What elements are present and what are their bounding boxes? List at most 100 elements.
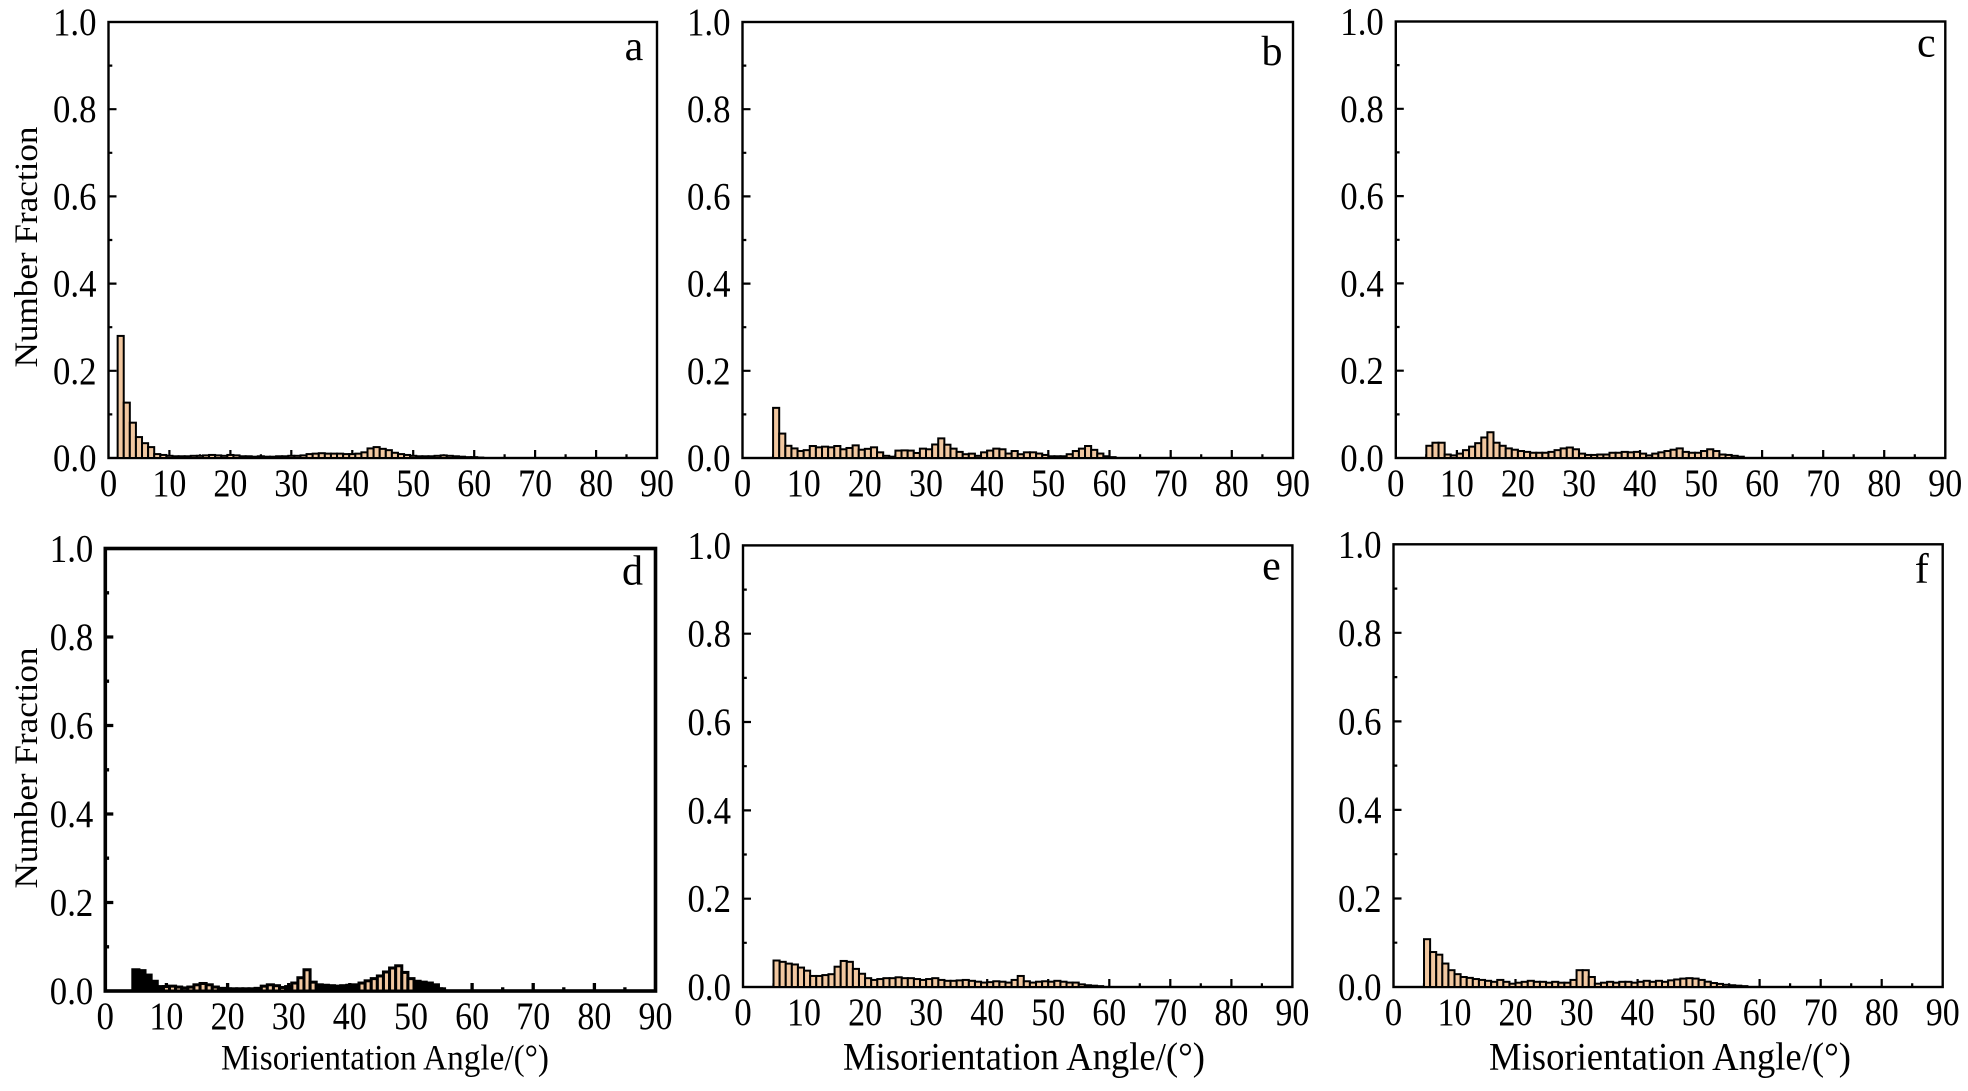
svg-text:0: 0: [1387, 462, 1405, 505]
svg-text:20: 20: [211, 995, 245, 1038]
svg-text:80: 80: [1215, 462, 1249, 505]
svg-text:20: 20: [1499, 991, 1533, 1034]
svg-text:1.0: 1.0: [687, 1, 731, 44]
svg-text:90: 90: [640, 462, 674, 505]
svg-text:40: 40: [1623, 462, 1657, 505]
svg-text:0.6: 0.6: [687, 175, 731, 218]
svg-text:0.8: 0.8: [1340, 88, 1384, 131]
svg-text:0.4: 0.4: [53, 263, 97, 306]
svg-text:70: 70: [1806, 462, 1840, 505]
svg-text:70: 70: [1154, 462, 1188, 505]
svg-text:20: 20: [848, 462, 882, 505]
svg-text:60: 60: [1743, 991, 1777, 1034]
svg-text:10: 10: [1438, 991, 1472, 1034]
svg-text:0: 0: [97, 995, 115, 1038]
svg-text:30: 30: [909, 991, 943, 1034]
svg-text:0.4: 0.4: [50, 793, 94, 836]
svg-text:0.2: 0.2: [688, 878, 732, 921]
svg-text:0: 0: [734, 462, 752, 505]
svg-text:50: 50: [394, 995, 428, 1038]
svg-text:30: 30: [272, 995, 306, 1038]
svg-text:0.8: 0.8: [53, 88, 97, 131]
svg-text:1.0: 1.0: [53, 1, 97, 44]
svg-text:0.4: 0.4: [688, 789, 732, 832]
svg-text:b: b: [1262, 29, 1283, 75]
svg-text:0.0: 0.0: [50, 970, 94, 1013]
svg-text:30: 30: [909, 462, 943, 505]
svg-text:90: 90: [639, 995, 673, 1038]
svg-text:60: 60: [1092, 991, 1126, 1034]
svg-text:40: 40: [1621, 991, 1655, 1034]
svg-text:0.6: 0.6: [50, 705, 94, 748]
svg-text:70: 70: [516, 995, 550, 1038]
svg-text:1.0: 1.0: [50, 528, 94, 571]
svg-text:80: 80: [1214, 991, 1248, 1034]
svg-text:80: 80: [577, 995, 611, 1038]
svg-text:0.6: 0.6: [1338, 700, 1382, 743]
svg-text:30: 30: [1562, 462, 1596, 505]
svg-text:0.0: 0.0: [687, 437, 731, 480]
svg-text:0.6: 0.6: [53, 175, 97, 218]
svg-text:10: 10: [149, 995, 183, 1038]
svg-text:0.4: 0.4: [1338, 789, 1382, 832]
svg-text:60: 60: [1745, 462, 1779, 505]
svg-text:90: 90: [1926, 991, 1960, 1034]
svg-text:90: 90: [1928, 462, 1962, 505]
svg-text:80: 80: [1867, 462, 1901, 505]
svg-text:80: 80: [579, 462, 613, 505]
svg-text:20: 20: [213, 462, 247, 505]
svg-text:0: 0: [1385, 991, 1403, 1034]
svg-text:10: 10: [787, 462, 821, 505]
svg-text:1.0: 1.0: [688, 524, 732, 567]
svg-text:20: 20: [1501, 462, 1535, 505]
svg-text:Misorientation Angle/(°): Misorientation Angle/(°): [843, 1036, 1205, 1079]
svg-text:c: c: [1917, 21, 1936, 67]
svg-text:20: 20: [848, 991, 882, 1034]
svg-text:10: 10: [152, 462, 186, 505]
svg-text:Misorientation Angle/(°): Misorientation Angle/(°): [1489, 1036, 1851, 1079]
svg-text:0.0: 0.0: [53, 437, 97, 480]
svg-text:0.8: 0.8: [688, 613, 732, 656]
svg-text:40: 40: [333, 995, 367, 1038]
svg-text:0.4: 0.4: [687, 263, 731, 306]
svg-text:e: e: [1262, 543, 1281, 589]
svg-text:d: d: [622, 549, 643, 595]
svg-text:Misorientation Angle/(°): Misorientation Angle/(°): [221, 1037, 549, 1077]
svg-text:50: 50: [1031, 991, 1065, 1034]
svg-text:0.6: 0.6: [1340, 175, 1384, 218]
svg-text:0.2: 0.2: [1338, 878, 1382, 921]
svg-text:0.6: 0.6: [688, 701, 732, 744]
svg-text:0.2: 0.2: [50, 882, 94, 925]
svg-text:0.0: 0.0: [1338, 966, 1382, 1009]
svg-text:40: 40: [970, 991, 1004, 1034]
svg-text:60: 60: [457, 462, 491, 505]
svg-text:90: 90: [1275, 991, 1309, 1034]
svg-text:70: 70: [1804, 991, 1838, 1034]
svg-text:0.8: 0.8: [1338, 612, 1382, 655]
svg-text:50: 50: [1684, 462, 1718, 505]
svg-text:60: 60: [455, 995, 489, 1038]
svg-text:50: 50: [1031, 462, 1065, 505]
svg-text:0.2: 0.2: [1340, 350, 1384, 393]
svg-text:0.2: 0.2: [687, 350, 731, 393]
svg-text:1.0: 1.0: [1338, 523, 1382, 566]
svg-text:Number Fraction: Number Fraction: [9, 648, 45, 889]
svg-text:0: 0: [734, 991, 752, 1034]
svg-text:70: 70: [518, 462, 552, 505]
svg-text:0.8: 0.8: [687, 88, 731, 131]
svg-text:50: 50: [396, 462, 430, 505]
svg-text:60: 60: [1093, 462, 1127, 505]
svg-text:30: 30: [1560, 991, 1594, 1034]
svg-text:Number Fraction: Number Fraction: [9, 127, 45, 368]
svg-text:40: 40: [970, 462, 1004, 505]
svg-text:90: 90: [1276, 462, 1310, 505]
svg-text:50: 50: [1682, 991, 1716, 1034]
svg-text:a: a: [625, 24, 644, 70]
svg-text:0.0: 0.0: [1340, 437, 1384, 480]
svg-text:80: 80: [1865, 991, 1899, 1034]
svg-text:1.0: 1.0: [1340, 1, 1384, 44]
svg-text:70: 70: [1153, 991, 1187, 1034]
svg-text:0.2: 0.2: [53, 350, 97, 393]
svg-text:0.8: 0.8: [50, 616, 94, 659]
svg-text:0.0: 0.0: [688, 966, 732, 1009]
